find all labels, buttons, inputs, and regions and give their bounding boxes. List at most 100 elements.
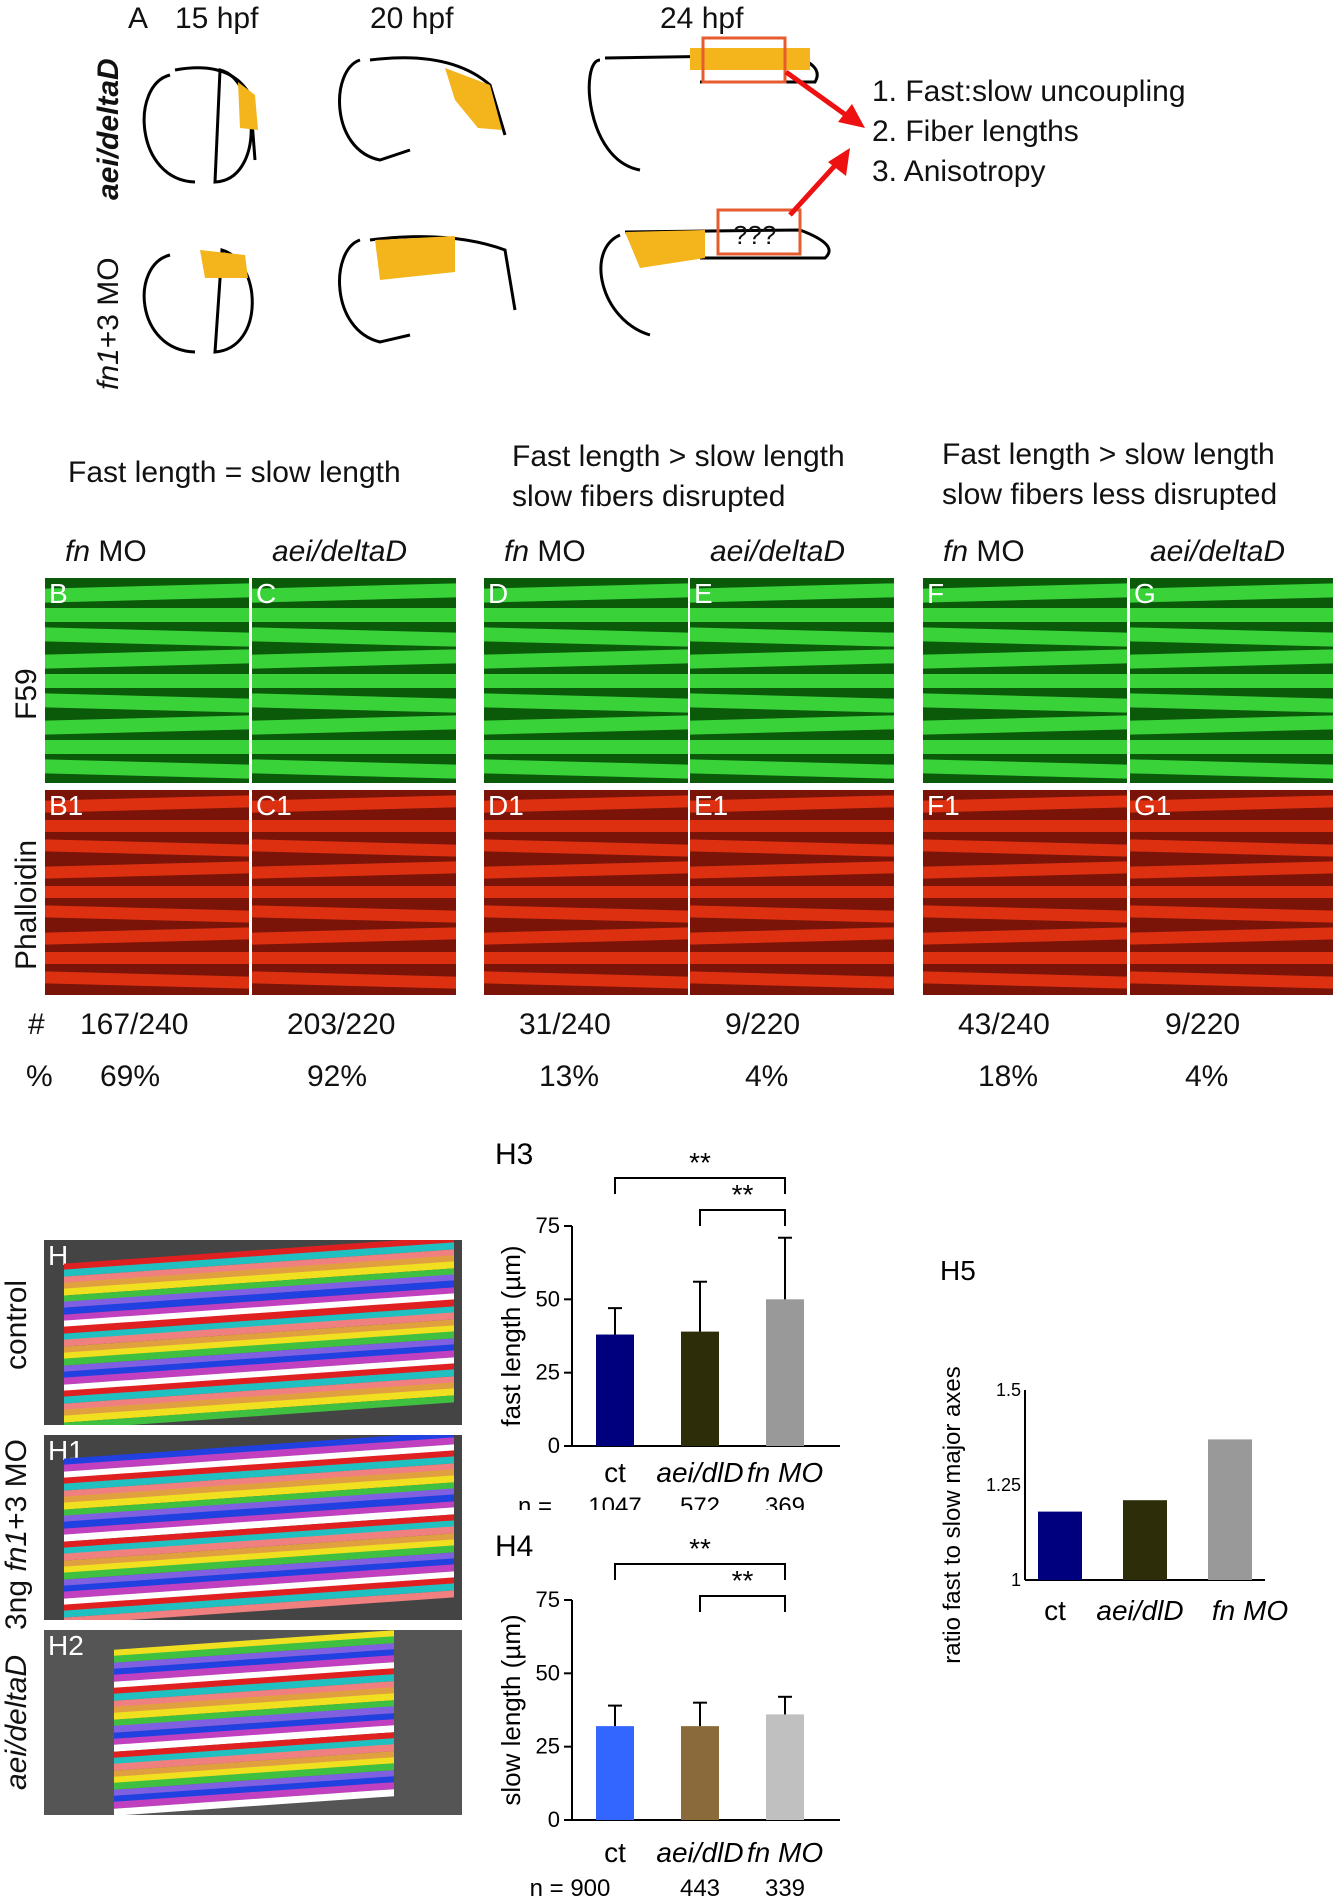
side-label-fn-rest: +3 MO [0, 1439, 33, 1530]
bar [596, 1726, 634, 1820]
category-label: ct [604, 1837, 626, 1868]
count-value: 203/220 [287, 1008, 396, 1041]
bar [681, 1726, 719, 1820]
category-label: aei/dlD [656, 1457, 743, 1488]
count-value: 9/220 [1165, 1008, 1241, 1041]
significance-bracket [699, 1209, 786, 1226]
n-label: n = [518, 1493, 552, 1510]
n-value: 572 [680, 1493, 720, 1510]
category-label: ct [604, 1457, 626, 1488]
arrow-row1 [784, 69, 852, 121]
column-header: fn MO [65, 535, 147, 569]
fiber-tracings [64, 1240, 454, 1425]
bar [1208, 1439, 1252, 1580]
percent-value: 92% [307, 1060, 368, 1093]
row-label-count: # [28, 1008, 45, 1041]
box-row1 [701, 36, 787, 84]
fiber-tracings [114, 1630, 394, 1815]
somite-24-row1 [690, 48, 810, 70]
bar [766, 1714, 804, 1820]
y-tick-label: 50 [536, 1660, 560, 1685]
panel-tag: G [1134, 578, 1156, 609]
n-value: 339 [765, 1875, 805, 1902]
y-tick-label: 75 [536, 1213, 560, 1238]
arrow-row2 [788, 158, 842, 217]
panel-a-label: A [128, 2, 149, 35]
stage-20: 20 hpf [370, 2, 454, 35]
embryo-drawings [142, 36, 865, 354]
panel-tag: G1 [1134, 790, 1172, 821]
y-tick-label: 25 [536, 1360, 560, 1385]
category-label: fn MO [1212, 1595, 1288, 1626]
side-label-fn: 3ng fn1+3 MO [0, 1439, 34, 1630]
column-header: fn MO [504, 535, 586, 569]
count-value: 31/240 [519, 1008, 611, 1041]
chart-h3: H3 0 25 50 75 fast length (µm) ct aei/dlD fn MO *… [495, 1138, 840, 1510]
y-tick-label: 25 [536, 1734, 560, 1759]
column-header-italic: fn [943, 535, 969, 568]
f59-micrograph: F [923, 578, 1127, 783]
somite-15-row1 [238, 82, 258, 130]
stage-15: 15 hpf [175, 2, 259, 35]
column-header-rest: MO [968, 535, 1025, 568]
somite-20-row2 [375, 236, 455, 280]
column-header: aei/deltaD [710, 535, 845, 569]
panel-tag: E1 [694, 790, 729, 821]
significance-bracket [614, 1177, 786, 1194]
percent-value: 18% [978, 1060, 1039, 1093]
somite-20-row1 [445, 68, 502, 130]
row-label-phalloidin: Phalloidin [10, 839, 43, 970]
tracing-tag-h2: H2 [48, 1630, 84, 1661]
y-tick-label: 1.5 [996, 1380, 1021, 1400]
tracing-fn-mo: H1 [44, 1435, 462, 1620]
group-title-3-line2: slow fibers less disrupted [942, 478, 1278, 511]
y-axis-label: ratio fast to slow major axes [939, 1366, 966, 1663]
bar [766, 1299, 804, 1446]
n-label: n = 900 [530, 1875, 611, 1902]
column-header-italic: aei/deltaD [710, 535, 846, 568]
column-header-italic: aei/deltaD [272, 535, 408, 568]
embryo-15-row1 [142, 68, 253, 184]
f59-micrograph: B [45, 578, 249, 783]
significance-bracket [699, 1595, 786, 1612]
significance-label: ** [689, 1147, 711, 1178]
category-label: aei/dlD [1096, 1595, 1183, 1626]
category-label: fn MO [747, 1457, 823, 1488]
group-title-2-line2: slow fibers disrupted [512, 480, 786, 513]
panel-tag: C1 [256, 790, 292, 821]
side-label-aei: aei/deltaD [0, 1654, 33, 1790]
f59-micrograph: C [252, 578, 456, 783]
n-value: 443 [680, 1875, 720, 1902]
y-tick-label: 75 [536, 1587, 560, 1612]
phalloidin-micrograph: D1 [484, 790, 688, 995]
column-header-italic: aei/deltaD [1150, 535, 1286, 568]
panel-tag: E [694, 578, 713, 609]
panel-label: H5 [940, 1255, 976, 1286]
n-value: 369 [765, 1493, 805, 1510]
phalloidin-micrograph: F1 [923, 790, 1127, 995]
category-label: aei/dlD [656, 1837, 743, 1868]
column-header-italic: fn [504, 535, 530, 568]
outcome-3: 3. Anisotropy [872, 155, 1046, 188]
category-label: fn MO [747, 1837, 823, 1868]
row-label-percent: % [26, 1060, 53, 1093]
panel-tag: C [256, 578, 277, 609]
tracing-aei: H2 [44, 1630, 462, 1815]
side-label-fn-italic: fn1 [0, 1529, 33, 1572]
panel-tag: F1 [927, 790, 960, 821]
chart-h5: H5 1 1.25 1.5 ratio fast to slow major axes c… [939, 1255, 1288, 1664]
phalloidin-micrograph: C1 [252, 790, 456, 995]
somite-24-row2 [625, 230, 705, 268]
tracing-control: H [44, 1240, 462, 1425]
f59-micrograph: D [484, 578, 688, 783]
significance-label: ** [689, 1533, 711, 1564]
bar [596, 1334, 634, 1446]
tracing-tag-h: H [48, 1240, 69, 1271]
y-axis-label: fast length (µm) [496, 1245, 526, 1426]
y-tick-label: 1 [1011, 1570, 1021, 1590]
panel-tag: F [927, 578, 945, 609]
phalloidin-micrograph: B1 [45, 790, 249, 995]
phalloidin-micrograph: E1 [690, 790, 894, 995]
significance-label: ** [732, 1179, 754, 1210]
panel-tag: D [488, 578, 509, 609]
